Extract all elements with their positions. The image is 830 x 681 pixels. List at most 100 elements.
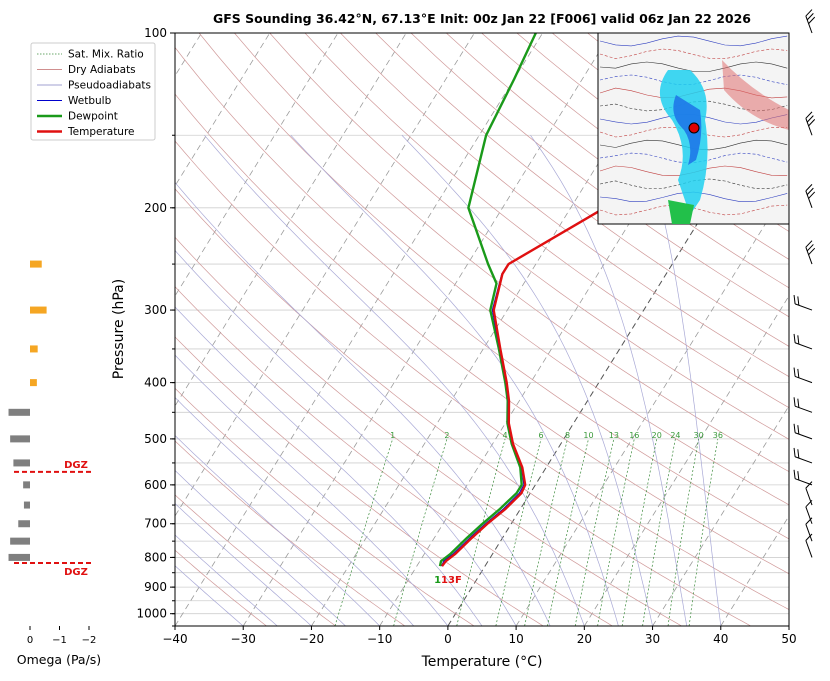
dry-adiabat — [175, 286, 613, 626]
omega-bar-downward — [10, 537, 30, 545]
x-tick-label: −40 — [162, 632, 187, 646]
barb-flag — [808, 247, 816, 256]
background-lines — [175, 33, 789, 626]
barb-flag — [793, 333, 796, 343]
pseudoadiabat — [204, 135, 585, 626]
omega-bar-upward — [30, 345, 38, 353]
wind-barb — [805, 499, 813, 524]
omega-bar-downward — [23, 481, 30, 489]
wind-barb — [793, 294, 813, 311]
y-tick-label: 300 — [144, 303, 167, 317]
dry-adiabat — [340, 33, 789, 378]
y-tick-label: 500 — [144, 432, 167, 446]
surface-dewpoint-label: 1 — [434, 575, 441, 586]
wind-barbs — [788, 9, 816, 626]
mixing-ratio-label: 8 — [565, 431, 570, 440]
mixing-ratio-line — [456, 438, 506, 626]
mixing-ratio-label: 16 — [629, 431, 639, 440]
barb-staff — [805, 118, 813, 136]
dry-adiabat — [175, 188, 751, 626]
barb-flag — [797, 368, 800, 378]
wind-barb — [793, 367, 813, 384]
omega-bar-upward — [30, 379, 37, 387]
omega-bar-downward — [23, 501, 30, 509]
legend-label: Dry Adiabats — [68, 64, 136, 76]
mixing-ratio-line — [688, 438, 719, 626]
pseudoadiabat — [175, 565, 244, 626]
dry-adiabat — [175, 440, 406, 626]
barb-flag — [808, 119, 816, 127]
mixing-ratio-line — [547, 438, 589, 626]
isotherm-line — [175, 33, 339, 297]
barb-staff — [805, 540, 813, 558]
mixing-ratio-line — [495, 438, 542, 626]
x-axis-ticks: −40 −30 −20 −10 0 10 20 30 40 50 — [162, 626, 797, 646]
y-tick-label: 1000 — [136, 607, 167, 621]
omega-bar-downward — [13, 459, 31, 467]
barb-staff — [805, 15, 813, 34]
x-tick-label: 0 — [444, 632, 452, 646]
barb-flag — [805, 517, 813, 525]
sounding-location-marker — [688, 122, 700, 134]
dry-adiabat — [375, 33, 789, 347]
dry-adiabat — [269, 33, 789, 440]
barb-staff — [794, 342, 813, 350]
mixing-ratio-line — [667, 438, 699, 626]
pseudoadiabat — [175, 502, 312, 626]
wind-barb — [793, 447, 813, 464]
barb-flag — [797, 398, 800, 408]
omega-tick-label: −1 — [52, 635, 67, 646]
barb-staff — [805, 246, 813, 265]
legend-label: Sat. Mix. Ratio — [68, 49, 144, 61]
chart-title: GFS Sounding 36.42°N, 67.13°E Init: 00z … — [213, 11, 751, 26]
omega-tick-label: −2 — [82, 635, 97, 646]
inset-map — [597, 32, 790, 225]
barb-flag — [797, 296, 800, 306]
pseudoadiabat — [175, 534, 278, 626]
x-tick-label: 30 — [645, 632, 660, 646]
omega-axis-label: Omega (Pa/s) — [17, 652, 101, 667]
y-tick-label: 400 — [144, 376, 167, 390]
y-tick-label: 600 — [144, 478, 167, 492]
surface-temperature-label: 13F — [441, 575, 462, 586]
dry-adiabat — [446, 33, 789, 289]
y-tick-label: 900 — [144, 580, 167, 594]
pseudoadiabat — [175, 435, 380, 626]
pseudoadiabat — [290, 135, 619, 626]
map-contour — [599, 48, 788, 60]
barb-flag — [806, 115, 814, 123]
y-tick-label: 800 — [144, 550, 167, 564]
temp-contour-area — [722, 60, 789, 130]
pseudoadiabat — [530, 135, 688, 626]
barb-staff — [805, 524, 813, 542]
omega-panel: 0 −1 −2 Omega (Pa/s) DGZ DGZ — [8, 260, 101, 667]
barb-staff — [794, 303, 813, 311]
pseudoadiabat — [175, 470, 346, 626]
dry-adiabat — [175, 236, 682, 626]
mixing-ratio-line — [524, 438, 568, 626]
barb-flag — [806, 13, 814, 21]
mixing-ratio-label: 6 — [539, 431, 544, 440]
dry-adiabat — [175, 336, 544, 626]
x-tick-label: −30 — [231, 632, 256, 646]
pseudoadiabat — [175, 306, 483, 626]
pseudoadiabat — [401, 135, 653, 626]
pseudoadiabat — [175, 396, 415, 626]
x-tick-label: 40 — [713, 632, 728, 646]
barb-flag — [808, 16, 816, 24]
dry-adiabat — [175, 93, 789, 575]
barb-flag — [805, 184, 813, 192]
barb-flag — [805, 111, 813, 119]
y-axis-ticks: 100 200 300 400 500 600 700 800 900 1000 — [136, 26, 175, 627]
pseudoadiabat — [640, 135, 722, 626]
barb-flag — [805, 9, 813, 17]
legend-label: Pseudoadiabats — [68, 80, 151, 92]
legend-label: Temperature — [67, 126, 135, 138]
dry-adiabat — [175, 549, 267, 626]
barb-flag — [793, 447, 796, 457]
wind-barb — [805, 533, 813, 558]
wind-barb — [805, 481, 813, 506]
barb-staff — [805, 487, 813, 506]
barb-flag — [793, 397, 796, 407]
